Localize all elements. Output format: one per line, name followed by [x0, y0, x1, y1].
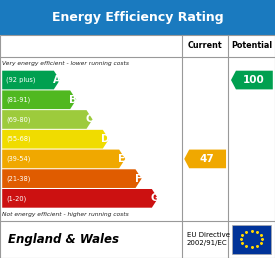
Text: E: E — [118, 154, 125, 164]
Text: C: C — [86, 115, 93, 124]
Polygon shape — [2, 169, 142, 188]
Polygon shape — [184, 150, 226, 168]
Text: Not energy efficient - higher running costs: Not energy efficient - higher running co… — [2, 212, 129, 217]
Text: (1-20): (1-20) — [6, 195, 27, 201]
Text: (81-91): (81-91) — [6, 96, 31, 103]
Text: (69-80): (69-80) — [6, 116, 31, 123]
Polygon shape — [2, 90, 76, 109]
Text: F: F — [135, 174, 142, 184]
Bar — [0, 35, 275, 258]
Text: EU Directive
2002/91/EC: EU Directive 2002/91/EC — [187, 232, 230, 246]
Polygon shape — [2, 130, 109, 149]
Text: Energy Efficiency Rating: Energy Efficiency Rating — [52, 11, 223, 24]
Text: B: B — [69, 95, 77, 105]
Text: Current: Current — [188, 41, 222, 50]
Bar — [0, 0, 275, 35]
Text: (39-54): (39-54) — [6, 156, 31, 162]
Text: (92 plus): (92 plus) — [6, 77, 36, 83]
Text: (21-38): (21-38) — [6, 175, 31, 182]
Text: 47: 47 — [199, 154, 214, 164]
Text: Potential: Potential — [231, 41, 272, 50]
Polygon shape — [2, 71, 60, 89]
Polygon shape — [2, 110, 93, 129]
Bar — [232, 225, 271, 254]
Text: D: D — [101, 134, 110, 144]
Text: Very energy efficient - lower running costs: Very energy efficient - lower running co… — [2, 61, 129, 66]
Text: 100: 100 — [243, 75, 264, 85]
Polygon shape — [2, 189, 158, 208]
Text: (55-68): (55-68) — [6, 136, 31, 142]
Text: G: G — [150, 193, 159, 203]
Text: A: A — [53, 75, 60, 85]
Polygon shape — [2, 150, 125, 168]
Text: England & Wales: England & Wales — [8, 233, 119, 246]
Polygon shape — [231, 71, 273, 89]
